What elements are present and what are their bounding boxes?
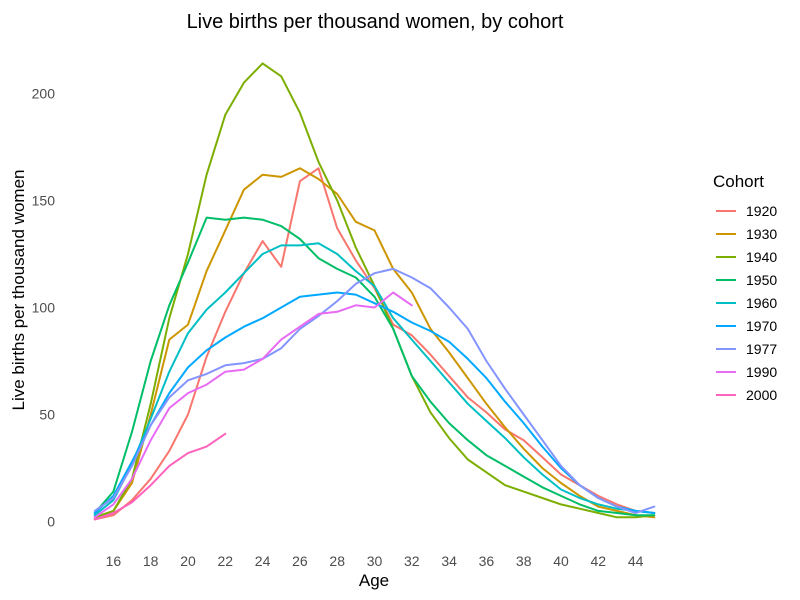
series-lines [93, 62, 656, 521]
x-tick-label: 40 [553, 553, 569, 569]
x-tick-label: 26 [292, 553, 308, 569]
x-tick-label: 38 [516, 553, 532, 569]
legend-title: Cohort [713, 172, 764, 191]
series-line-1930 [93, 167, 656, 519]
x-tick-label: 32 [404, 553, 420, 569]
legend-label: 1990 [746, 364, 777, 380]
x-tick-label: 36 [479, 553, 495, 569]
y-tick-label: 50 [39, 407, 55, 423]
y-tick-label: 0 [47, 514, 55, 530]
series-line-1920 [93, 167, 656, 521]
series-line-1990 [93, 291, 413, 519]
series-line-1950 [93, 216, 656, 517]
x-tick-label: 44 [628, 553, 644, 569]
y-tick-label: 200 [32, 85, 56, 101]
x-tick-label: 20 [180, 553, 196, 569]
y-axis-title: Live births per thousand women [9, 170, 28, 411]
legend-label: 1960 [746, 295, 777, 311]
x-axis-ticks: 16 18 20 22 24 26 28 30 32 34 36 38 40 42 44 [106, 553, 644, 569]
series-line-1970 [93, 291, 656, 514]
x-tick-label: 22 [218, 553, 234, 569]
legend-label: 1950 [746, 272, 777, 288]
legend-label: 1977 [746, 341, 777, 357]
legend-label: 1920 [746, 203, 777, 219]
legend-label: 2000 [746, 387, 777, 403]
legend-label: 1970 [746, 318, 777, 334]
x-tick-label: 24 [255, 553, 271, 569]
chart-title: Live births per thousand women, by cohor… [187, 11, 564, 33]
legend: Cohort 1920 1930 1940 1950 1960 1970 1977 1990 2… [713, 172, 777, 403]
series-line-2000 [93, 432, 227, 521]
x-tick-label: 28 [329, 553, 345, 569]
x-tick-label: 30 [367, 553, 383, 569]
y-axis-ticks: 0 50 100 150 200 [32, 85, 56, 529]
legend-label: 1930 [746, 226, 777, 242]
x-tick-label: 16 [106, 553, 122, 569]
x-tick-label: 18 [143, 553, 159, 569]
legend-label: 1940 [746, 249, 777, 265]
x-tick-label: 42 [591, 553, 607, 569]
series-line-1977 [93, 267, 656, 514]
x-tick-label: 34 [441, 553, 457, 569]
series-line-1960 [93, 242, 656, 517]
y-tick-label: 100 [32, 299, 56, 315]
y-tick-label: 150 [32, 192, 56, 208]
x-axis-title: Age [359, 571, 389, 590]
